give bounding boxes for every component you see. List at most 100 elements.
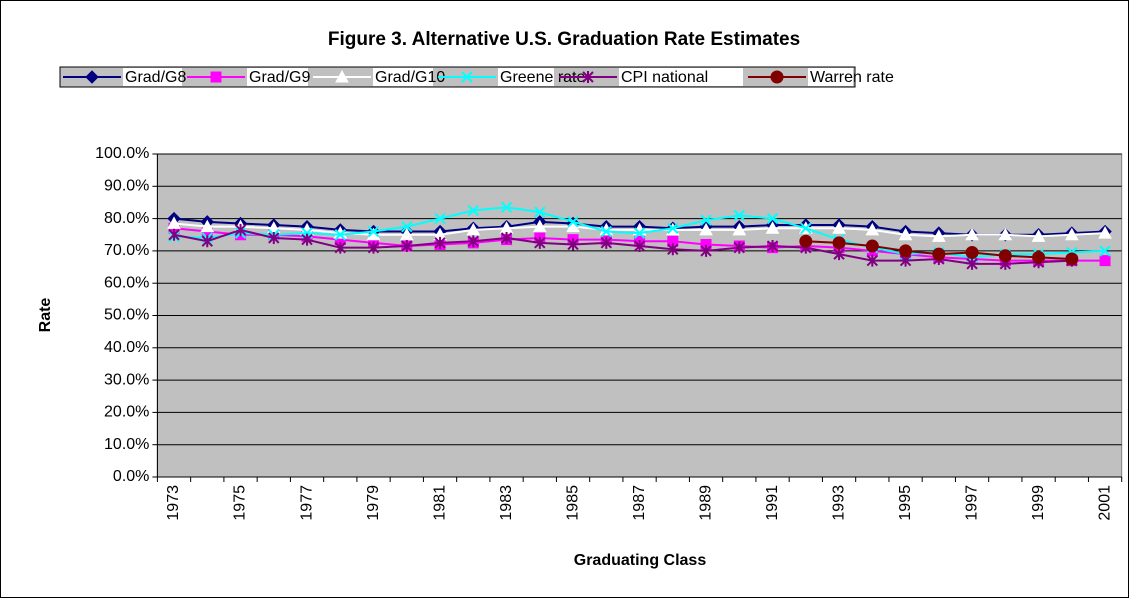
marker xyxy=(201,235,213,248)
x-tick-label: 1981 xyxy=(431,485,448,521)
x-tick-label: 1993 xyxy=(830,485,847,521)
x-tick-label: 1975 xyxy=(232,485,249,521)
marker xyxy=(167,216,181,229)
x-tick-label: 1989 xyxy=(697,485,714,521)
marker xyxy=(699,222,713,236)
legend-marker xyxy=(210,71,222,83)
marker xyxy=(633,240,646,253)
y-tick-label: 30.0% xyxy=(104,371,149,388)
x-tick-label: 1995 xyxy=(897,485,914,521)
legend-label-bg xyxy=(123,68,182,86)
marker xyxy=(567,238,579,251)
marker xyxy=(600,225,613,238)
marker xyxy=(633,227,646,239)
marker xyxy=(733,209,746,222)
marker xyxy=(567,216,579,228)
x-tick-label: 1997 xyxy=(963,485,980,521)
y-tick-label: 0.0% xyxy=(113,468,149,485)
marker xyxy=(367,225,380,238)
marker xyxy=(600,236,613,249)
y-tick-label: 60.0% xyxy=(104,274,149,291)
marker xyxy=(833,248,845,261)
marker xyxy=(733,241,746,254)
marker xyxy=(766,240,779,253)
marker xyxy=(500,201,513,214)
marker xyxy=(334,229,346,241)
y-tick-label: 50.0% xyxy=(104,307,149,324)
y-tick-label: 10.0% xyxy=(104,436,149,453)
legend-label-bg xyxy=(373,68,433,86)
marker xyxy=(1031,229,1046,242)
legend-label: Grad/G10 xyxy=(375,69,445,86)
marker xyxy=(965,227,979,241)
marker xyxy=(401,240,413,253)
marker xyxy=(766,212,779,225)
marker xyxy=(1099,245,1111,257)
y-tick-label: 70.0% xyxy=(104,242,149,259)
marker xyxy=(434,212,446,225)
marker xyxy=(700,214,712,226)
legend-label: Grad/G9 xyxy=(249,69,310,86)
marker xyxy=(1064,227,1079,241)
marker xyxy=(667,243,679,256)
y-tick-label: 40.0% xyxy=(104,339,149,356)
legend-marker xyxy=(461,71,473,83)
y-tick-label: 80.0% xyxy=(104,210,149,227)
marker xyxy=(765,221,780,234)
marker xyxy=(399,227,414,241)
legend-marker xyxy=(335,69,349,83)
marker xyxy=(865,239,879,253)
y-tick-label: 90.0% xyxy=(104,178,149,195)
x-tick-label: 1983 xyxy=(498,485,515,521)
marker xyxy=(200,219,215,233)
marker xyxy=(832,221,846,234)
legend-label-bg xyxy=(619,68,743,86)
x-axis-title: Graduating Class xyxy=(574,552,707,569)
marker xyxy=(534,236,546,249)
x-tick-label: 1973 xyxy=(165,485,182,521)
legend-marker xyxy=(582,71,594,83)
x-tick-label: 1999 xyxy=(1030,485,1047,521)
marker xyxy=(401,220,413,233)
marker xyxy=(1098,226,1112,239)
marker xyxy=(467,204,479,217)
y-axis-title: Rate xyxy=(37,298,54,333)
marker xyxy=(1099,255,1111,267)
legend-label-bg xyxy=(498,68,554,86)
marker xyxy=(832,236,846,250)
marker xyxy=(532,219,547,233)
marker xyxy=(534,206,546,218)
legend-label: Warren rate xyxy=(810,69,894,86)
marker xyxy=(932,247,946,261)
chart-title: Figure 3. Alternative U.S. Graduation Ra… xyxy=(328,29,800,50)
marker xyxy=(168,228,180,241)
legend-marker xyxy=(770,70,784,84)
x-tick-label: 1987 xyxy=(631,485,648,521)
legend-label-bg xyxy=(808,68,853,86)
marker xyxy=(1032,250,1046,264)
marker xyxy=(1065,252,1079,266)
legend-marker xyxy=(85,70,99,84)
marker xyxy=(898,227,913,241)
marker xyxy=(234,223,247,236)
marker xyxy=(667,235,679,247)
marker xyxy=(334,241,346,254)
legend-label: Greene rate xyxy=(500,69,585,86)
x-tick-label: 1991 xyxy=(764,485,781,521)
marker xyxy=(866,254,879,267)
x-tick-label: 2001 xyxy=(1096,485,1113,521)
y-tick-label: 20.0% xyxy=(104,404,149,421)
x-tick-label: 1979 xyxy=(365,485,382,521)
marker xyxy=(467,235,479,248)
marker xyxy=(434,236,446,249)
marker xyxy=(998,227,1013,241)
marker xyxy=(500,231,513,244)
marker xyxy=(931,229,946,242)
marker xyxy=(800,222,812,234)
marker xyxy=(799,234,813,248)
marker xyxy=(268,231,280,244)
marker xyxy=(301,233,313,246)
marker xyxy=(865,222,880,236)
y-tick-label: 100.0% xyxy=(95,145,149,162)
